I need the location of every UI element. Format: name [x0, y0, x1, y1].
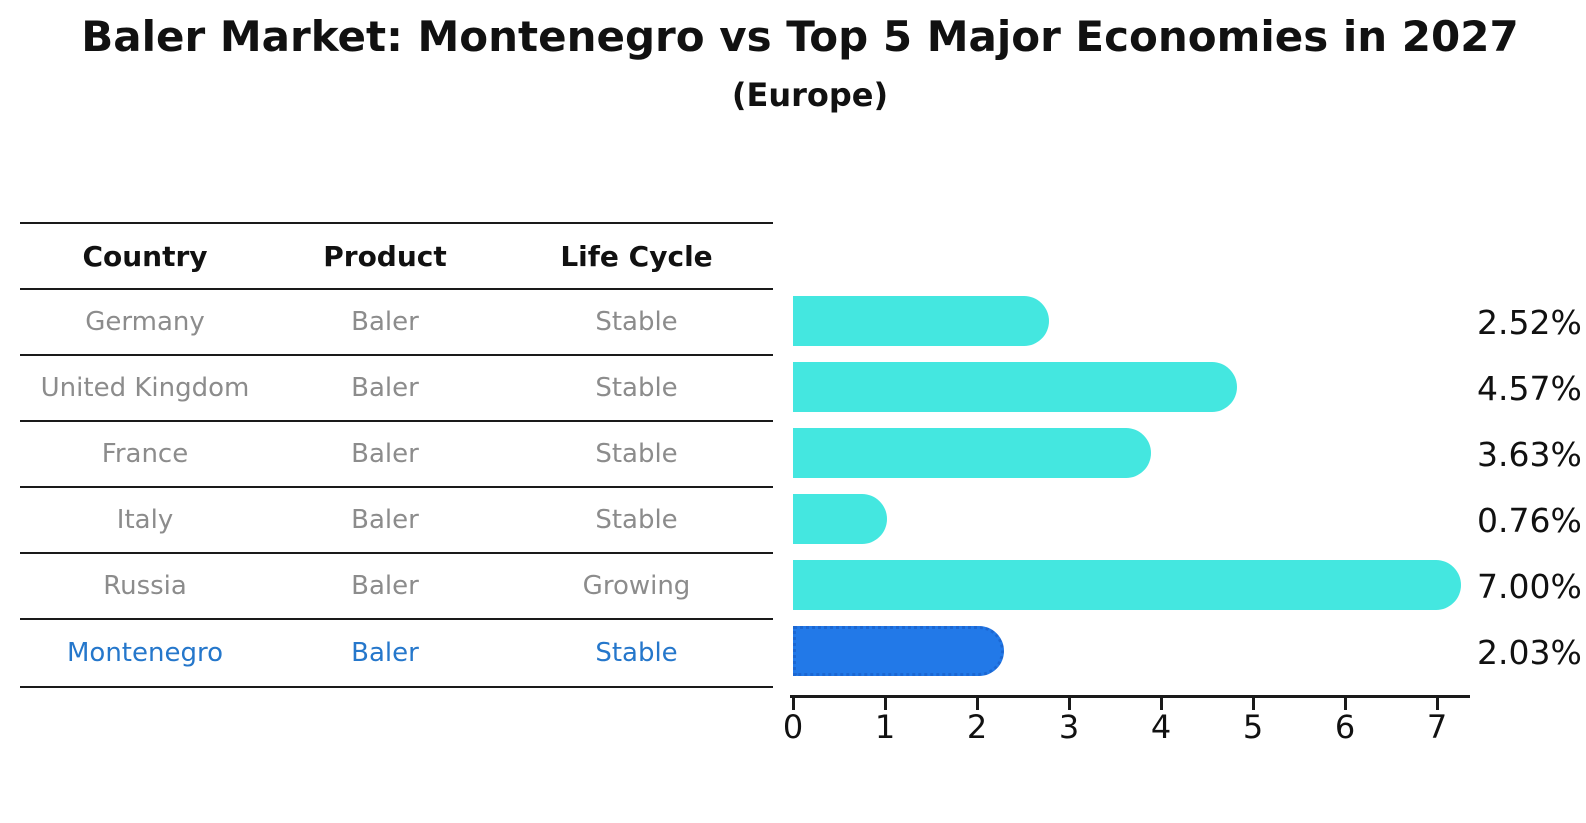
x-tick-label-5: 5 [1242, 708, 1264, 746]
product-cell: Baler [351, 439, 419, 469]
value-label-montenegro: 2.03% [1477, 633, 1582, 672]
chart-title: Baler Market: Montenegro vs Top 5 Major … [81, 12, 1519, 61]
x-tick-mark-4 [1160, 698, 1163, 710]
table-row-united-kingdom: United Kingdom Baler Stable [20, 356, 773, 422]
bar-montenegro [793, 626, 1004, 676]
country-cell: Italy [116, 505, 174, 535]
product-cell: Baler [351, 307, 419, 337]
bar-germany [793, 296, 1049, 346]
country-cell: United Kingdom [40, 373, 250, 403]
table-row-italy: Italy Baler Stable [20, 488, 773, 554]
bar-france [793, 428, 1151, 478]
x-tick-label-1: 1 [874, 708, 896, 746]
bar-russia [793, 560, 1461, 610]
life-cycle-cell: Stable [595, 505, 678, 535]
chart-subtitle: (Europe) [731, 76, 889, 114]
life-cycle-cell: Stable [595, 373, 678, 403]
product-cell: Baler [351, 638, 419, 668]
table-body: Germany Baler Stable United Kingdom Baler Sta… [20, 290, 773, 686]
product-cell: Baler [351, 373, 419, 403]
country-cell: Germany [85, 307, 205, 337]
x-tick-label-2: 2 [966, 708, 988, 746]
x-axis-line [790, 695, 1470, 698]
table-header-row: Country Product Life Cycle [20, 224, 773, 290]
country-cell: Russia [103, 571, 187, 601]
value-label-germany: 2.52% [1477, 303, 1582, 342]
x-tick-mark-0 [792, 698, 795, 710]
value-label-russia: 7.00% [1477, 567, 1582, 606]
x-tick-label-7: 7 [1426, 708, 1448, 746]
column-header-product: Product [323, 239, 447, 273]
product-cell: Baler [351, 571, 419, 601]
table-row-montenegro: Montenegro Baler Stable [20, 620, 773, 686]
bar-united-kingdom [793, 362, 1237, 412]
value-label-united-kingdom: 4.57% [1477, 369, 1582, 408]
x-tick-label-6: 6 [1334, 708, 1356, 746]
x-tick-label-4: 4 [1150, 708, 1172, 746]
life-cycle-cell: Stable [595, 307, 678, 337]
value-label-italy: 0.76% [1477, 501, 1582, 540]
table-row-france: France Baler Stable [20, 422, 773, 488]
table-row-germany: Germany Baler Stable [20, 290, 773, 356]
bar-italy [793, 494, 887, 544]
x-tick-mark-2 [976, 698, 979, 710]
x-tick-mark-6 [1344, 698, 1347, 710]
x-tick-mark-7 [1436, 698, 1439, 710]
country-cell: Montenegro [66, 638, 223, 668]
table-row-russia: Russia Baler Growing [20, 554, 773, 620]
x-tick-mark-1 [884, 698, 887, 710]
comparison-table: Country Product Life Cycle Germany Baler S… [20, 222, 773, 688]
x-tick-mark-5 [1252, 698, 1255, 710]
x-tick-label-3: 3 [1058, 708, 1080, 746]
life-cycle-cell: Growing [582, 571, 691, 601]
column-header-country: Country [82, 239, 208, 273]
x-tick-label-0: 0 [782, 708, 804, 746]
value-label-france: 3.63% [1477, 435, 1582, 474]
x-tick-mark-3 [1068, 698, 1071, 710]
life-cycle-cell: Stable [595, 638, 678, 668]
product-cell: Baler [351, 505, 419, 535]
column-header-life-cycle: Life Cycle [560, 239, 713, 273]
life-cycle-cell: Stable [595, 439, 678, 469]
country-cell: France [101, 439, 189, 469]
